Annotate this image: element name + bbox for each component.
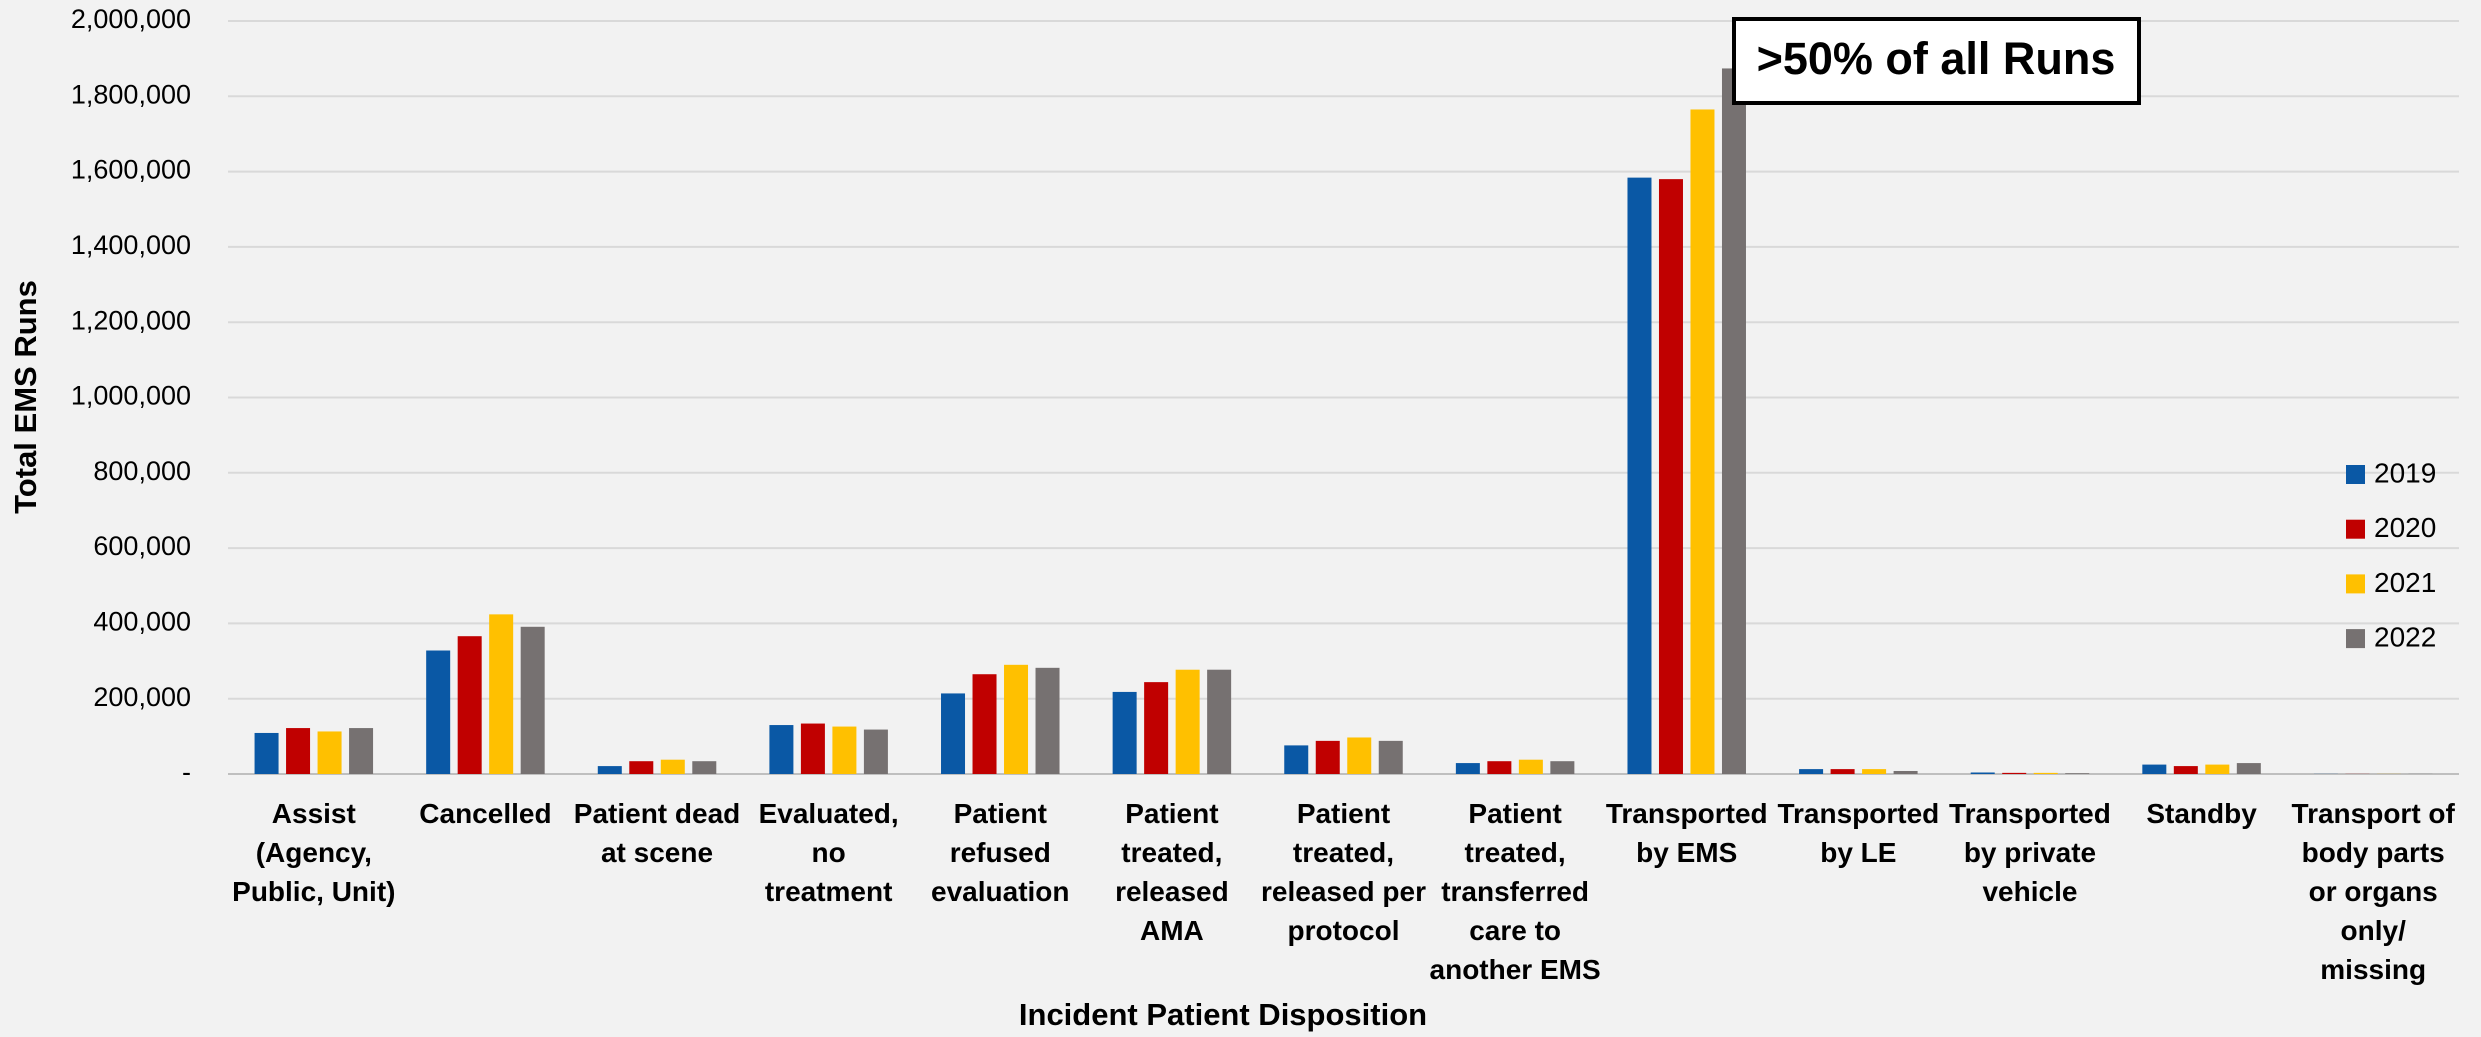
x-tick-label: Cancelled — [419, 798, 551, 829]
y-tick-label: - — [182, 757, 191, 787]
bar — [1284, 745, 1309, 774]
bar — [1144, 682, 1169, 774]
bar — [254, 732, 279, 774]
x-tick-label: Assist (Agency, Public, Unit) — [232, 798, 395, 907]
bar — [1799, 769, 1824, 774]
bar — [1518, 759, 1543, 774]
y-tick-label: 1,200,000 — [71, 305, 191, 335]
x-tick-label: Patient treated, released per protocol — [1261, 798, 1426, 946]
bar — [1455, 763, 1480, 774]
x-tick-label: Transported by LE — [1777, 798, 1939, 868]
bar — [1893, 770, 1918, 774]
bar — [1175, 669, 1200, 774]
bar — [1207, 669, 1232, 774]
x-tick-label: Transported by private vehicle — [1949, 798, 2111, 907]
bar — [972, 674, 997, 774]
bar — [629, 761, 654, 774]
bar — [660, 759, 685, 774]
legend-swatch — [2346, 574, 2365, 594]
legend-swatch — [2346, 519, 2365, 539]
bar — [1315, 740, 1340, 774]
bar — [1550, 761, 1575, 774]
y-tick-label: 1,800,000 — [71, 79, 191, 109]
x-tick-label: Patient dead at scene — [574, 798, 740, 868]
annotation: >50% of all Runs — [1757, 33, 2116, 84]
x-tick-label: Standby — [2146, 798, 2257, 829]
bar — [1378, 740, 1403, 774]
bar — [1970, 772, 1995, 774]
y-tick-label: 2,000,000 — [71, 4, 191, 34]
bar — [457, 636, 482, 774]
bar — [1690, 109, 1715, 775]
y-tick-label: 800,000 — [93, 456, 191, 486]
bar — [1627, 177, 1652, 774]
x-tick-label: Transport of body parts or organs only/miss… — [2292, 798, 2456, 985]
x-tick-label: Patient treated, released AMA — [1115, 798, 1229, 946]
y-tick-label: 1,000,000 — [71, 381, 191, 411]
bar — [1487, 761, 1512, 774]
bar — [2173, 766, 2198, 774]
bar — [2033, 772, 2058, 774]
bar — [2205, 764, 2230, 774]
bar — [1721, 68, 1746, 774]
bar — [1004, 664, 1029, 774]
legend-swatch — [2346, 629, 2365, 649]
bar — [863, 729, 888, 774]
bar — [1862, 769, 1887, 774]
y-tick-label: 1,600,000 — [71, 155, 191, 185]
bar — [769, 725, 794, 774]
bar — [1347, 737, 1372, 774]
x-tick-label: Transported by EMS — [1606, 798, 1768, 868]
x-tick-label: Patient treated, transferred care to another… — [1430, 798, 1601, 985]
bar — [2142, 764, 2167, 774]
bar — [2065, 773, 2090, 774]
bar — [800, 723, 825, 774]
bar — [1035, 667, 1060, 774]
y-tick-label: 1,400,000 — [71, 230, 191, 260]
bar — [2236, 763, 2261, 774]
legend-label: 2022 — [2374, 621, 2436, 652]
bar — [349, 728, 374, 774]
bar — [1830, 769, 1855, 774]
bar — [520, 626, 545, 774]
legend-label: 2019 — [2374, 457, 2436, 488]
bar — [832, 726, 857, 774]
y-tick-label: 400,000 — [93, 607, 191, 637]
x-axis-title: Incident Patient Disposition — [1019, 997, 1427, 1032]
bar — [286, 728, 311, 774]
grid — [228, 20, 2459, 775]
annotation-box — [1732, 17, 2141, 105]
y-axis-title: Total EMS Runs — [8, 280, 43, 514]
bar — [2002, 772, 2027, 774]
bar — [692, 761, 717, 774]
bar — [489, 614, 514, 774]
legend-label: 2020 — [2374, 512, 2436, 543]
bar — [1112, 691, 1137, 774]
bar — [317, 731, 342, 774]
y-tick-label: 600,000 — [93, 531, 191, 561]
legend-label: 2021 — [2374, 567, 2436, 598]
y-tick-label: 200,000 — [93, 682, 191, 712]
x-tick-label: Evaluated, no treatment — [759, 798, 899, 907]
bar — [597, 766, 622, 774]
legend-swatch — [2346, 465, 2365, 484]
bar — [426, 650, 451, 774]
x-tick-label: Patient refused evaluation — [931, 798, 1069, 907]
bar — [941, 693, 966, 774]
bar — [1658, 179, 1683, 774]
